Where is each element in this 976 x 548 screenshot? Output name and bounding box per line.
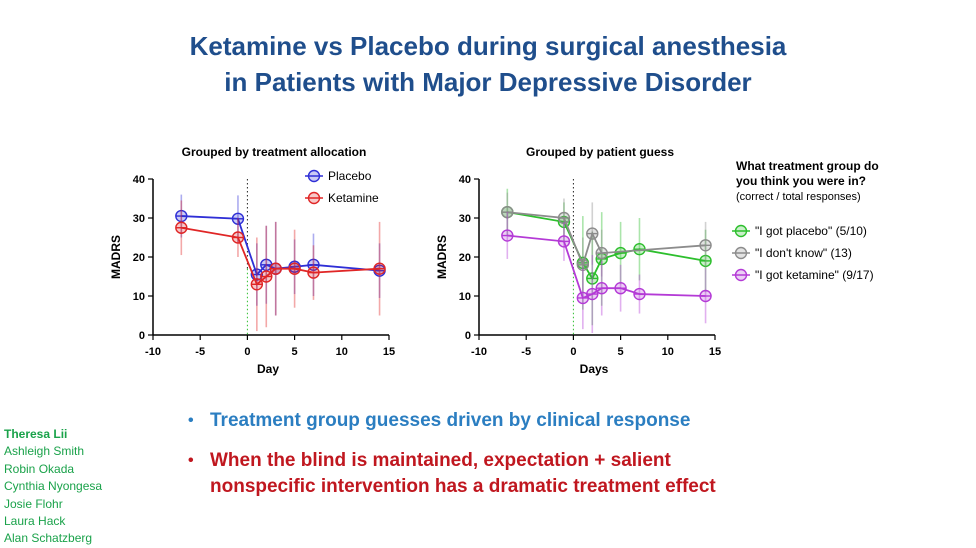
- chart1-y-tick-label: 30: [133, 213, 145, 225]
- author-name: Alan Schatzberg: [4, 531, 93, 546]
- author-name: Josie Flohr: [4, 496, 63, 511]
- chart2-series1-legend-label: "I got placebo" (5/10): [755, 224, 867, 238]
- chart1-y-tick-label: 20: [133, 252, 145, 264]
- chart2-y-tick-label: 10: [459, 291, 471, 303]
- author-list: Theresa Lii Ashleigh Smith Robin Okada C…: [4, 426, 102, 548]
- author-name: Laura Hack: [4, 514, 66, 529]
- slide-title-line2: in Patients with Major Depressive Disord…: [224, 67, 752, 97]
- chart2-x-tick-label: 10: [662, 346, 674, 358]
- chart1-series1-legend-label: Placebo: [328, 169, 372, 183]
- slide-title-line1: Ketamine vs Placebo during surgical anes…: [189, 31, 787, 61]
- chart2-x-tick-label: -5: [521, 346, 531, 358]
- chart1-x-tick-label: 10: [336, 346, 348, 358]
- chart2-x-tick-label: -10: [471, 346, 487, 358]
- chart1-x-tick-label: 0: [244, 346, 250, 358]
- chart2-series2-legend-marker: [734, 246, 748, 260]
- chart1-series2-legend-label: Ketamine: [328, 191, 379, 205]
- chart2-x-tick-label: 0: [570, 346, 576, 358]
- chart2-x-axis-label: Days: [580, 362, 609, 376]
- bullet-item-2: • When the blind is maintained, expectat…: [188, 448, 948, 500]
- chart2-legend-title: (correct / total responses): [736, 191, 861, 203]
- chart2-y-tick-label: 30: [459, 213, 471, 225]
- slide-title: Ketamine vs Placebo during surgical anes…: [0, 28, 976, 100]
- chart1-x-tick-label: -5: [195, 346, 205, 358]
- bullet-item-1: • Treatment group guesses driven by clin…: [188, 408, 948, 434]
- chart2-legend-title: you think you were in?: [736, 174, 866, 188]
- chart2-y-tick-label: 0: [465, 330, 471, 342]
- author-name: Theresa Lii: [4, 427, 68, 441]
- chart1-series1-legend-marker: [307, 169, 321, 183]
- author-name: Robin Okada: [4, 461, 75, 476]
- chart1-x-tick-label: 15: [383, 346, 395, 358]
- chart2-series1-legend-marker: [734, 224, 748, 238]
- chart1-title: Grouped by treatment allocation: [182, 145, 367, 159]
- chart1-x-tick-label: -10: [145, 346, 161, 358]
- chart2-y-tick-label: 40: [459, 174, 471, 186]
- bullet-list: • Treatment group guesses driven by clin…: [188, 408, 948, 514]
- author-name: Ashleigh Smith: [4, 444, 85, 459]
- chart2-series3-legend-marker: [734, 268, 748, 282]
- bullet-dot-1: •: [188, 412, 194, 429]
- bullet-text-2: When the blind is maintained, expectatio…: [210, 448, 716, 500]
- chart2-y-axis-label: MADRS: [435, 235, 449, 279]
- chart2-x-tick-label: 15: [709, 346, 721, 358]
- chart2-title: Grouped by patient guess: [526, 145, 674, 159]
- bullet-dot-2: •: [188, 452, 194, 469]
- chart1-y-tick-label: 0: [139, 330, 145, 342]
- chart1-y-tick-label: 40: [133, 174, 145, 186]
- chart2-series1-line: [507, 211, 706, 281]
- chart2-legend-title: What treatment group do: [736, 159, 879, 173]
- chart1-y-tick-label: 10: [133, 291, 145, 303]
- bullet-text-2-line2: nonspecific intervention has a dramatic …: [210, 476, 716, 497]
- chart1-series2-legend-marker: [307, 191, 321, 205]
- chart1-series2-line: [181, 226, 380, 286]
- chart2-x-tick-label: 5: [618, 346, 624, 358]
- bullet-text-2-line1: When the blind is maintained, expectatio…: [210, 450, 671, 471]
- chart1-x-axis-label: Day: [257, 362, 279, 376]
- bullet-text-1: Treatment group guesses driven by clinic…: [210, 410, 691, 431]
- chart1-y-axis-label: MADRS: [109, 235, 123, 279]
- chart2-series3-legend-label: "I got ketamine" (9/17): [755, 268, 874, 282]
- chart2-y-tick-label: 20: [459, 252, 471, 264]
- chart2-series2-legend-label: "I don't know" (13): [755, 246, 852, 260]
- author-name: Cynthia Nyongesa: [4, 479, 103, 494]
- chart1-x-tick-label: 5: [292, 346, 298, 358]
- chart2-series2-line: [507, 211, 706, 268]
